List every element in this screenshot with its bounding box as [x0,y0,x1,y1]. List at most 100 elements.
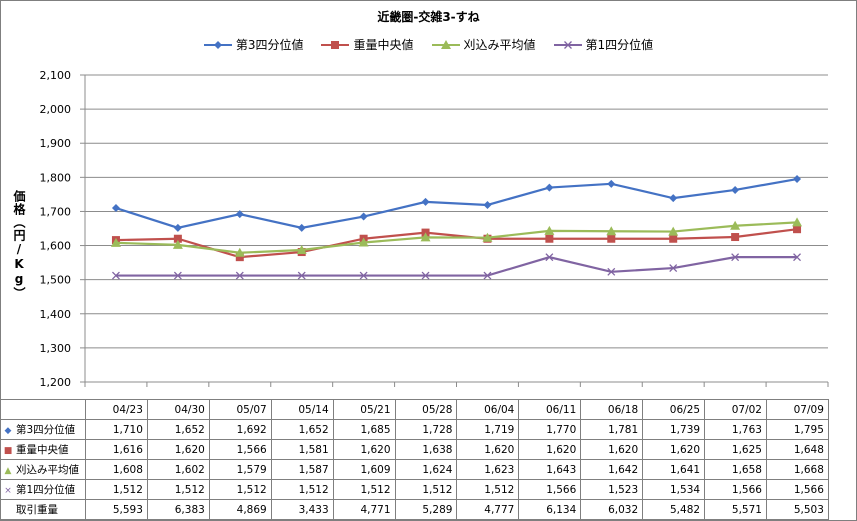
table-cell: 6,032 [580,499,644,520]
data-point [730,220,741,230]
data-point [607,179,616,188]
data-point [793,225,802,234]
series-line [115,228,798,259]
table-cell: 1,512 [85,479,148,500]
table-cell: 1,648 [765,439,829,460]
table-cell: 1,685 [332,419,396,440]
table-cell: 1,728 [394,419,458,440]
table-cell: 1,795 [765,419,829,440]
x-tick-label: 06/04 [456,399,520,420]
data-point [793,253,802,262]
data-point [668,226,679,236]
data-point [359,271,368,280]
table-cell: 1,602 [146,459,210,480]
table-cell: 1,652 [146,419,210,440]
legend-label: 重量中央値 [353,38,414,52]
table-cell: 1,638 [394,439,458,460]
data-point [235,210,244,219]
data-point [297,223,306,232]
table-cell: 1,523 [580,479,644,500]
row-label: 第1四分位値 [16,484,76,496]
data-point [607,234,616,243]
data-point [420,232,431,242]
data-point [297,271,306,280]
x-tick-label: 05/07 [208,399,272,420]
data-point [173,234,182,243]
x-tick-label: 04/30 [146,399,210,420]
table-cell: 1,620 [580,439,644,460]
y-tick-label: 1,500 [40,274,72,287]
table-cell: 1,623 [456,459,520,480]
data-point [793,175,802,184]
series-line [115,177,798,229]
data-point [421,197,430,206]
legend-swatch [553,40,582,49]
table-cell: 1,616 [85,439,148,460]
table-cell: 1,620 [456,439,520,460]
table-cell: 4,869 [208,499,272,520]
table-cell: 1,512 [394,479,458,500]
table-cell: 1,587 [270,459,334,480]
x-tick-label: 05/14 [270,399,334,420]
data-point [483,271,492,280]
x-tick-label: 06/18 [580,399,644,420]
row-marker-icon: ◆ [4,426,12,436]
chart-plot: 1,200 1,300 1,400 1,500 1,600 1,700 1,800 1,900… [40,69,829,389]
x-tick-label: 06/25 [642,399,706,420]
data-point [545,234,554,243]
data-point [235,253,244,262]
table-row: × 第1四分位値 1,512 1,512 1,512 1,512 1,512 1,512 1,5… [0,479,829,500]
y-axis-label: 価格（円/Kg） [12,190,26,300]
x-tick-label: 05/28 [394,399,458,420]
table-cell: 1,641 [642,459,706,480]
data-point [172,239,183,249]
data-point [731,233,740,242]
table-row: 取引重量 5,593 6,383 4,869 3,433 4,771 5,289 4,777 6… [0,499,829,520]
table-cell: 1,620 [518,439,582,460]
table-cell: 1,652 [270,419,334,440]
row-marker-icon: ■ [3,446,13,456]
table-cell: 1,512 [456,479,520,500]
data-point [669,234,678,243]
legend-swatch [431,39,460,49]
table-cell: 1,512 [332,479,396,500]
data-point [110,237,121,247]
series-line [115,221,798,254]
x-tick-label: 04/23 [85,399,148,420]
table-cell: 5,289 [394,499,458,520]
legend-item: 第1四分位値 [553,36,653,53]
data-point [482,232,493,242]
row-label: 刈込み平均値 [16,464,79,476]
table-cell: 1,579 [208,459,272,480]
table-cell: 6,383 [146,499,210,520]
legend-swatch [203,40,232,49]
table-cell: 1,739 [642,419,706,440]
table-cell: 5,503 [765,499,829,520]
row-label: 取引重量 [16,504,58,516]
data-point [358,237,369,247]
table-cell: 1,710 [85,419,148,440]
table-row: ◆ 第3四分位値 1,710 1,652 1,692 1,652 1,685 1,728 1,7… [0,419,829,440]
data-point [359,212,368,221]
table-cell: 1,658 [704,459,767,480]
data-point [544,225,555,235]
data-point [545,253,554,262]
legend-item: 重量中央値 [321,36,414,53]
data-point [111,271,120,280]
table-cell: 1,512 [146,479,210,500]
table-cell: 1,620 [332,439,396,460]
data-point [606,226,617,236]
table-cell: 5,482 [642,499,706,520]
data-point [607,267,616,276]
data-point [234,247,245,257]
legend-swatch [321,40,350,49]
table-cell: 1,643 [518,459,582,480]
table-cell: 1,566 [704,479,767,500]
data-table: 04/23 04/30 05/07 05/14 05/21 05/28 06/04 06/11… [0,399,829,520]
table-cell: 1,512 [208,479,272,500]
row-header: × 第1四分位値 [0,479,86,500]
data-point [173,271,182,280]
table-cell: 1,581 [270,439,334,460]
table-cell: 1,719 [456,419,520,440]
table-cell: 1,609 [332,459,396,480]
